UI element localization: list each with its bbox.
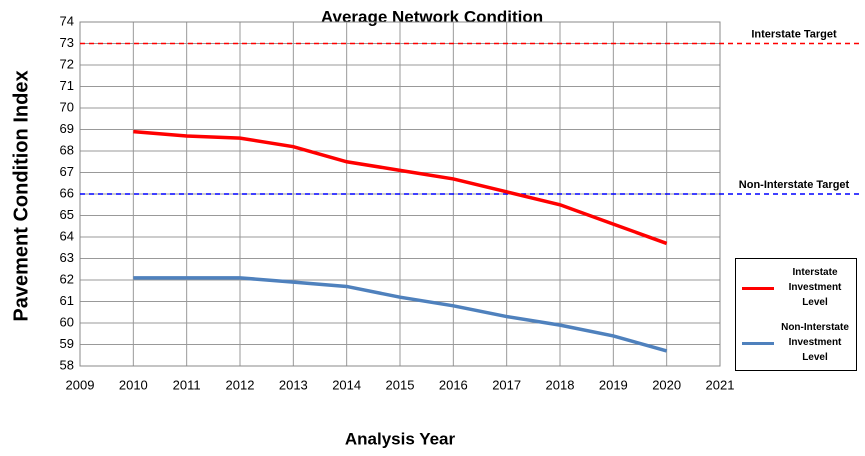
y-tick-label: 72 — [60, 56, 74, 71]
legend-label: Non-Interstate Investment Level — [781, 322, 849, 363]
y-tick-label: 68 — [60, 142, 74, 157]
y-tick-label: 63 — [60, 250, 74, 265]
x-axis-label: Analysis Year — [345, 429, 456, 448]
x-tick-label: 2012 — [226, 377, 255, 392]
y-tick-label: 69 — [60, 121, 74, 136]
y-tick-label: 62 — [60, 271, 74, 286]
y-tick-label: 58 — [60, 357, 74, 372]
series-line — [133, 276, 668, 353]
chart-title: Average Network Condition — [321, 7, 543, 26]
legend-item: Non-Interstate Investment Level — [736, 316, 856, 370]
x-tick-label: 2013 — [279, 377, 308, 392]
x-tick-label: 2019 — [599, 377, 628, 392]
y-tick-label: 66 — [60, 185, 74, 200]
legend-swatch — [742, 287, 774, 290]
x-tick-label: 2016 — [439, 377, 468, 392]
legend: Interstate Investment Level Non-Interstat… — [735, 258, 857, 371]
x-tick-label: 2018 — [546, 377, 575, 392]
y-axis-label: Pavement Condition Index — [10, 70, 32, 321]
x-tick-label: 2014 — [332, 377, 361, 392]
y-tick-label: 65 — [60, 207, 74, 222]
legend-label: Interstate Investment Level — [788, 267, 842, 308]
y-tick-label: 70 — [60, 99, 74, 114]
x-tick-label: 2021 — [706, 377, 735, 392]
x-tick-label: 2009 — [66, 377, 95, 392]
y-tick-label: 61 — [60, 293, 74, 308]
reference-label: Non-Interstate Target — [739, 179, 850, 191]
reference-label: Interstate Target — [751, 28, 837, 40]
legend-swatch — [742, 342, 774, 345]
y-tick-label: 74 — [60, 13, 74, 28]
legend-item: Interstate Investment Level — [736, 261, 856, 315]
y-tick-label: 67 — [60, 164, 74, 179]
y-tick-label: 59 — [60, 336, 74, 351]
y-tick-label: 73 — [60, 35, 74, 50]
x-tick-label: 2015 — [386, 377, 415, 392]
series-line — [133, 129, 668, 246]
x-tick-label: 2017 — [492, 377, 521, 392]
x-tick-label: 2011 — [173, 377, 201, 392]
x-tick-label: 2010 — [119, 377, 148, 392]
y-tick-label: 71 — [60, 78, 74, 93]
y-tick-label: 64 — [60, 228, 74, 243]
y-tick-label: 60 — [60, 314, 74, 329]
x-tick-label: 2020 — [652, 377, 681, 392]
